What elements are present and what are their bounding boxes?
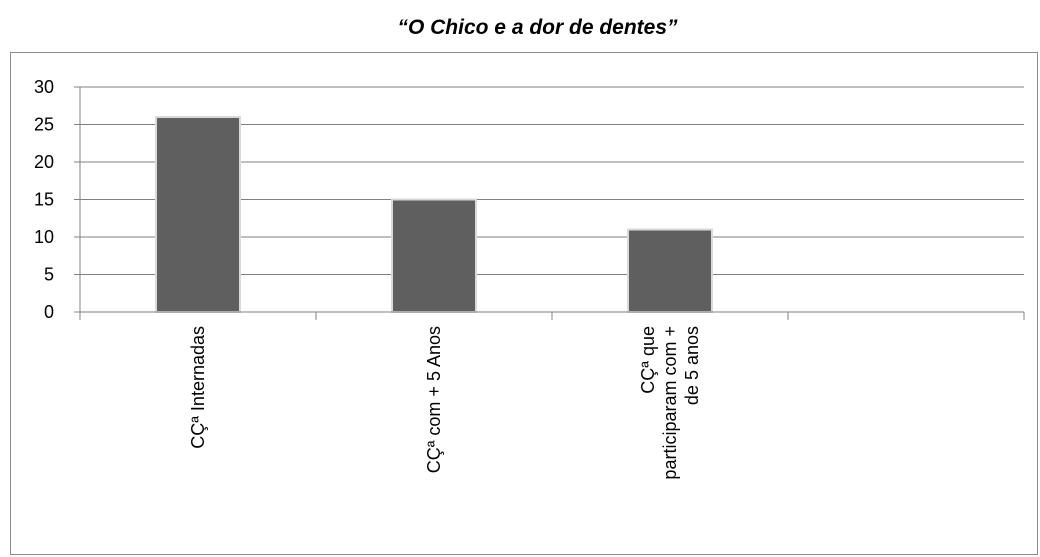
axes <box>74 86 1025 320</box>
y-tick-label: 25 <box>34 115 54 135</box>
y-tick-label: 20 <box>34 152 54 172</box>
y-tick-label: 30 <box>34 77 54 97</box>
x-category-label: CÇª que <box>638 326 658 394</box>
bars <box>155 116 713 313</box>
labels: 0 5 10 15 20 25 30 CÇª Internadas CÇª com + 5 An… <box>34 77 702 480</box>
x-category-label: CÇª com + 5 Anos <box>424 326 444 473</box>
y-tick-label: 10 <box>34 227 54 247</box>
chart-title: “O Chico e a dor de dentes” <box>397 16 678 39</box>
y-tick-label: 15 <box>34 190 54 210</box>
bar <box>627 228 713 313</box>
bar <box>155 116 241 313</box>
y-tick-label: 0 <box>44 302 54 322</box>
x-category-label: de 5 anos <box>682 326 702 405</box>
y-tick-label: 5 <box>44 265 54 285</box>
x-category-label: CÇª Internadas <box>188 326 208 449</box>
x-category-label: participaram com + <box>660 326 680 480</box>
bar <box>391 198 477 313</box>
chart-frame <box>10 52 1038 555</box>
